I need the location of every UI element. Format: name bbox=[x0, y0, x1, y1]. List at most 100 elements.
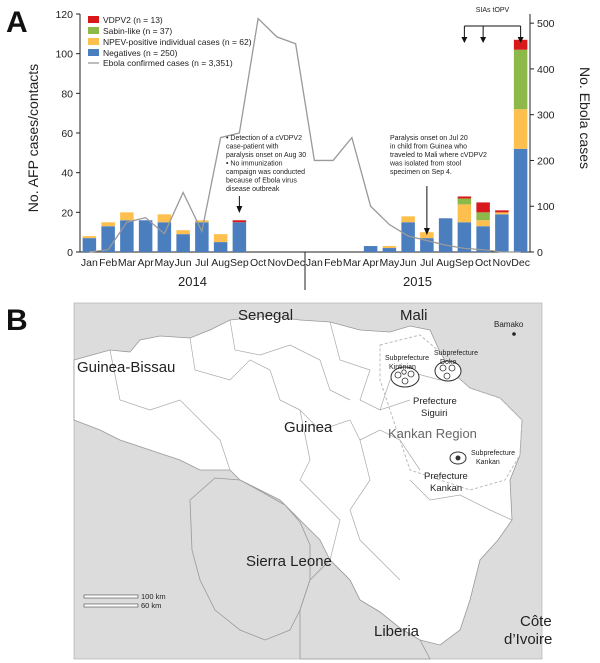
month-label: Sep bbox=[230, 257, 249, 269]
month-label: Feb bbox=[99, 257, 117, 269]
bar-segment bbox=[495, 212, 509, 215]
left-tick-label: 120 bbox=[55, 9, 73, 21]
legend-label: Negatives (n = 250) bbox=[103, 48, 178, 58]
sias-label: SIAs tOPV bbox=[476, 7, 510, 14]
right-tick-label: 100 bbox=[537, 201, 555, 213]
bar-segment bbox=[176, 230, 190, 235]
chart-legend: VDPV2 (n = 13)Sabin-like (n = 37)NPEV-po… bbox=[88, 15, 252, 68]
bar-segment bbox=[457, 204, 472, 223]
bar-segment bbox=[495, 210, 509, 213]
bar-segment bbox=[82, 236, 97, 239]
bar-segment bbox=[101, 222, 115, 227]
bar-series bbox=[82, 39, 528, 252]
label-mali: Mali bbox=[400, 307, 428, 324]
bar-segment bbox=[120, 220, 134, 252]
legend-label: Ebola confirmed cases (n = 3,351) bbox=[103, 58, 233, 68]
bamako-dot bbox=[512, 332, 516, 336]
bar-segment bbox=[420, 232, 434, 239]
annotation-text: traveled to Mali where cVDPV2 bbox=[390, 152, 487, 159]
label-kankan: Kankan bbox=[430, 483, 462, 494]
month-label: Apr bbox=[362, 257, 379, 269]
label-kintinian: Kintinian bbox=[389, 364, 416, 371]
bar-segment bbox=[476, 212, 490, 221]
bar-segment bbox=[438, 218, 453, 252]
bar-segment bbox=[495, 214, 509, 252]
left-tick-label: 40 bbox=[61, 168, 73, 180]
bar-segment bbox=[101, 226, 115, 252]
right-tick-label: 300 bbox=[537, 110, 555, 122]
month-label: Nov bbox=[268, 257, 287, 269]
annotation-text: specimen on Sep 4. bbox=[390, 169, 452, 176]
chart-axes bbox=[76, 13, 534, 290]
bar-segment bbox=[401, 222, 415, 252]
panel-a-label: A bbox=[6, 6, 28, 39]
month-label: Oct bbox=[250, 257, 266, 269]
bar-segment bbox=[232, 222, 247, 252]
scale-60km: 60 km bbox=[141, 601, 161, 610]
month-label: Mar bbox=[118, 257, 137, 269]
kankan-marker bbox=[449, 451, 467, 465]
bar-segment bbox=[195, 220, 209, 223]
bar-segment bbox=[195, 222, 209, 252]
label-kintinian-subpref: Subprefecture bbox=[385, 355, 429, 362]
label-divoire: d’Ivoire bbox=[504, 631, 552, 648]
map: Senegal Mali Guinea-Bissau Guinea Sierra… bbox=[73, 302, 552, 660]
legend-swatch bbox=[88, 38, 99, 45]
sias-arrowhead bbox=[461, 37, 468, 43]
label-guinea-bissau: Guinea-Bissau bbox=[77, 359, 175, 376]
sias-arrowhead bbox=[517, 37, 524, 43]
left-tick-label: 0 bbox=[67, 247, 73, 259]
left-axis-title: No. AFP cases/contacts bbox=[25, 64, 41, 212]
left-tick-label: 60 bbox=[61, 128, 73, 140]
month-label: May bbox=[379, 257, 400, 269]
bar-segment bbox=[213, 242, 228, 252]
annotation-text: • No immunization bbox=[226, 161, 283, 168]
bar-segment bbox=[176, 234, 190, 252]
annotation-text: • Detection of a cVDPV2 bbox=[226, 135, 302, 142]
left-tick-label: 20 bbox=[61, 207, 73, 219]
kankan-region-boundary bbox=[379, 334, 523, 491]
label-doko: Doko bbox=[440, 359, 456, 366]
left-tick-label: 100 bbox=[55, 49, 73, 61]
label-cote: Côte bbox=[520, 613, 552, 630]
month-label: Jun bbox=[400, 257, 417, 269]
month-label: May bbox=[154, 257, 175, 269]
annotation-text: Paralysis onset on Jul 20 bbox=[390, 135, 468, 142]
scale-bar: 100 km 60 km bbox=[83, 592, 166, 610]
bar-segment bbox=[476, 202, 490, 213]
guinea-shape bbox=[73, 315, 523, 646]
label-sierra-leone: Sierra Leone bbox=[246, 553, 332, 570]
month-label: Oct bbox=[475, 257, 491, 269]
right-tick-label: 200 bbox=[537, 155, 555, 167]
month-label: Dec bbox=[511, 257, 530, 269]
sias-arrowhead bbox=[480, 37, 487, 43]
label-kankan-pref: Prefecture bbox=[424, 471, 468, 482]
bar-segment bbox=[513, 49, 528, 110]
panel-b-label: B bbox=[6, 304, 28, 337]
bar-segment bbox=[120, 212, 134, 221]
annotation-text: case-patient with bbox=[226, 144, 279, 151]
legend-swatch bbox=[88, 16, 99, 23]
bar-segment bbox=[382, 248, 397, 252]
month-label: Aug bbox=[211, 257, 230, 269]
right-tick-label: 400 bbox=[537, 64, 555, 76]
annotations: • Detection of a cVDPV2 case-patient wit… bbox=[226, 7, 524, 235]
label-siguiri: Siguiri bbox=[421, 408, 447, 419]
label-guinea: Guinea bbox=[284, 419, 333, 436]
month-label: Apr bbox=[137, 257, 154, 269]
annotation-text: was isolated from stool bbox=[389, 161, 462, 168]
bar-segment bbox=[157, 214, 172, 223]
bar-segment bbox=[513, 39, 528, 50]
legend-label: NPEV-positive individual cases (n = 62) bbox=[103, 37, 252, 47]
ebola-line bbox=[89, 17, 521, 253]
year-label: 2014 bbox=[178, 274, 207, 289]
label-liberia: Liberia bbox=[374, 623, 420, 640]
bar-segment bbox=[513, 148, 528, 252]
annotation-text: in child from Guinea who bbox=[390, 144, 467, 151]
month-label: Aug bbox=[436, 257, 455, 269]
month-label: Jan bbox=[81, 257, 98, 269]
ebola-line-series bbox=[89, 17, 521, 253]
